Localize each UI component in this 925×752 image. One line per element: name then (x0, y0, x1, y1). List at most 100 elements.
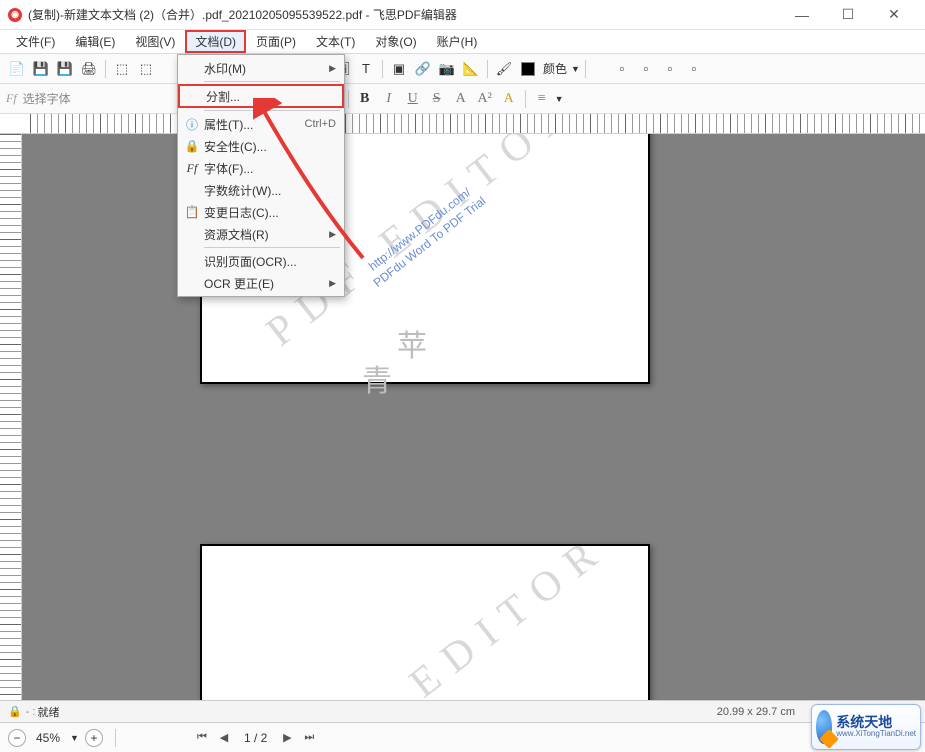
font-indicator: Ff (6, 91, 17, 106)
stamp2-icon[interactable]: ▫ (635, 58, 657, 80)
line-spacing-button[interactable]: ≡ (531, 88, 553, 110)
maximize-button[interactable]: ☐ (825, 0, 871, 30)
brush-icon[interactable]: 🖌 (493, 58, 515, 80)
saveas-icon[interactable]: 💾 (54, 58, 76, 80)
text-icon[interactable]: T (355, 58, 377, 80)
stamp4-icon[interactable]: ▫ (683, 58, 705, 80)
menu-separator (204, 247, 340, 248)
menu-edit[interactable]: 编辑(E) (65, 30, 125, 53)
menu-separator (204, 110, 340, 111)
next-page-button[interactable]: ▶ (279, 730, 295, 746)
superscript-button[interactable]: A² (474, 88, 496, 110)
menu-wordcount[interactable]: 字数统计(W)... (178, 179, 344, 201)
bottom-bar: − 45% ▼ + ⏮ ◀ 1 / 2 ▶ ⏭ (0, 722, 925, 752)
snapshot-icon[interactable]: 📷 (436, 58, 458, 80)
subscript-button[interactable]: A (450, 88, 472, 110)
color-label: 颜色 (543, 60, 567, 77)
list-icon: 📋 (182, 205, 202, 219)
window-controls: — ☐ ✕ (779, 0, 917, 30)
title-bar: ◉ (复制)-新建文本文档 (2)（合并）.pdf_20210205095539… (0, 0, 925, 30)
measure-icon[interactable]: 📐 (460, 58, 482, 80)
dropdown-arrow-icon[interactable]: ▼ (70, 733, 79, 743)
page-fit-icon[interactable]: ⬚ (111, 58, 133, 80)
horizontal-ruler (0, 114, 925, 134)
italic-button[interactable]: I (378, 88, 400, 110)
menu-text[interactable]: 文本(T) (306, 30, 365, 53)
logo-url: www.XiTongTianDi.net (836, 730, 916, 739)
prev-page-button[interactable]: ◀ (216, 730, 232, 746)
menu-page[interactable]: 页面(P) (246, 30, 306, 53)
stamp1-icon[interactable]: ▫ (611, 58, 633, 80)
menu-properties[interactable]: ⓘ 属性(T)... Ctrl+D (178, 113, 344, 135)
document-menu-dropdown: 水印(M) ▶ 分割... ⓘ 属性(T)... Ctrl+D 🔒 安全性(C)… (177, 54, 345, 297)
cn-char-1: 苹 (397, 321, 427, 365)
font-select[interactable]: 选择字体 (23, 90, 163, 107)
zoom-in-button[interactable]: + (85, 729, 103, 747)
menu-document[interactable]: 文档(D) (185, 30, 246, 53)
menu-changelog[interactable]: 📋 变更日志(C)... (178, 201, 344, 223)
menu-split[interactable]: 分割... (178, 84, 344, 108)
menu-object[interactable]: 对象(O) (365, 30, 426, 53)
menu-file[interactable]: 文件(F) (6, 30, 65, 53)
underline-button[interactable]: U (402, 88, 424, 110)
app-icon: ◉ (8, 8, 22, 22)
lock-icon: 🔒 (182, 139, 202, 153)
save-icon[interactable]: 💾 (30, 58, 52, 80)
bold-button[interactable]: B (354, 88, 376, 110)
menu-ocr-correct[interactable]: OCR 更正(E) ▶ (178, 272, 344, 294)
logo-title: 系统天地 (836, 715, 916, 730)
window-title: (复制)-新建文本文档 (2)（合并）.pdf_2021020509553952… (28, 6, 779, 23)
toolbar-separator (487, 60, 488, 78)
workspace: PDF EDITOR http://www.PDFdu.com/ PDFdu W… (0, 134, 925, 708)
globe-icon (816, 710, 832, 744)
format-toolbar: Ff 选择字体 B I U S A A² A ≡ ▼ (0, 84, 925, 114)
toolbar-separator (585, 60, 586, 78)
status-bar: 🔒 - : 就绪 20.99 x 29.7 cm 预览 (0, 700, 925, 722)
toolbar-separator (525, 90, 526, 108)
color-swatch[interactable] (517, 58, 539, 80)
submenu-arrow-icon: ▶ (329, 229, 336, 240)
lock-icon: 🔒 (8, 705, 22, 718)
minimize-button[interactable]: — (779, 0, 825, 30)
page-dimensions: 20.99 x 29.7 cm (717, 706, 795, 718)
strike-button[interactable]: S (426, 88, 448, 110)
font-icon: Ff (182, 161, 202, 176)
text-color-button[interactable]: A (498, 88, 520, 110)
zoom-out-button[interactable]: − (8, 729, 26, 747)
link-icon[interactable]: 🔗 (412, 58, 434, 80)
submenu-arrow-icon: ▶ (329, 63, 336, 74)
menu-separator (204, 81, 340, 82)
menu-resources[interactable]: 资源文档(R) ▶ (178, 223, 344, 245)
vertical-ruler (0, 134, 22, 708)
new-icon[interactable]: 📄 (6, 58, 28, 80)
canvas[interactable]: PDF EDITOR http://www.PDFdu.com/ PDFdu W… (22, 134, 925, 708)
watermark-logo: 系统天地 www.XiTongTianDi.net (811, 704, 921, 750)
close-button[interactable]: ✕ (871, 0, 917, 30)
stamp3-icon[interactable]: ▫ (659, 58, 681, 80)
status-text: 就绪 (37, 704, 716, 720)
dropdown-arrow-icon[interactable]: ▼ (555, 94, 564, 104)
page-indicator[interactable]: 1 / 2 (244, 731, 267, 745)
menu-watermark[interactable]: 水印(M) ▶ (178, 57, 344, 79)
separator (115, 729, 116, 747)
menu-bar: 文件(F) 编辑(E) 视图(V) 文档(D) 页面(P) 文本(T) 对象(O… (0, 30, 925, 54)
last-page-button[interactable]: ⏭ (301, 730, 317, 746)
toolbar-separator (348, 90, 349, 108)
zoom-level[interactable]: 45% (36, 731, 60, 745)
toolbar-separator (105, 60, 106, 78)
toolbar-separator (382, 60, 383, 78)
main-toolbar: 📄 💾 💾 🖨 ⬚ ⬚ 🖼 T ▣ 🔗 📷 📐 🖌 颜色 ▼ ▫ ▫ ▫ ▫ (0, 54, 925, 84)
page-width-icon[interactable]: ⬚ (135, 58, 157, 80)
crop-icon[interactable]: ▣ (388, 58, 410, 80)
pdf-page-2[interactable]: PDF EDITOR http://www.PDFdu.com/ PDFdu W… (200, 544, 650, 708)
submenu-arrow-icon: ▶ (329, 278, 336, 289)
first-page-button[interactable]: ⏮ (194, 730, 210, 746)
menu-security[interactable]: 🔒 安全性(C)... (178, 135, 344, 157)
menu-ocr-page[interactable]: 识别页面(OCR)... (178, 250, 344, 272)
menu-account[interactable]: 账户(H) (427, 30, 488, 53)
print-icon[interactable]: 🖨 (78, 58, 100, 80)
menu-view[interactable]: 视图(V) (125, 30, 185, 53)
menu-fonts[interactable]: Ff 字体(F)... (178, 157, 344, 179)
cn-char-2: 青 (362, 356, 392, 400)
dropdown-arrow-icon[interactable]: ▼ (571, 64, 580, 74)
